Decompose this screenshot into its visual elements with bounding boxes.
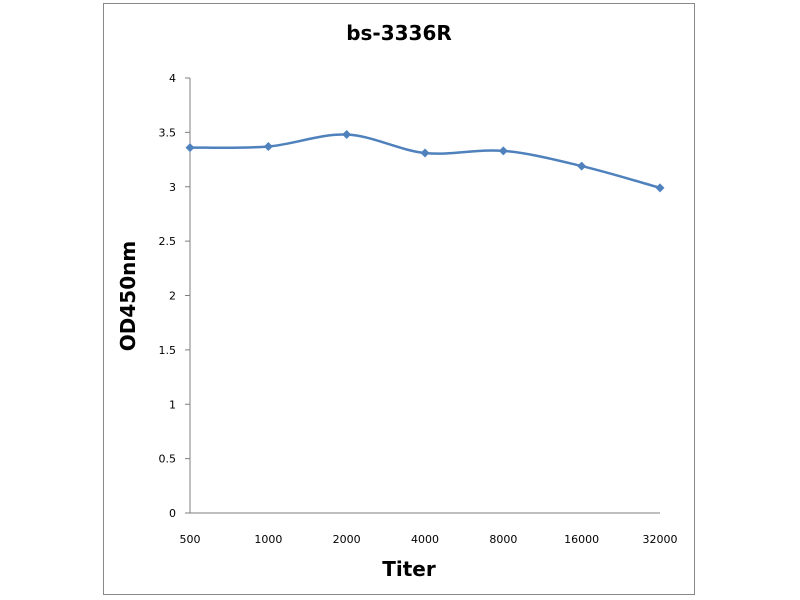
y-axis-label: OD450nm bbox=[116, 241, 140, 351]
chart-axes bbox=[189, 78, 660, 514]
y-tick-label: 1 bbox=[169, 398, 176, 411]
chart-frame bbox=[103, 3, 695, 595]
chart-title: bs-3336R bbox=[346, 21, 452, 45]
data-point-marker bbox=[342, 130, 352, 140]
y-tick-labels: 0 0.5 1 1.5 2 2.5 3 3.5 4 bbox=[159, 72, 190, 520]
y-tick-label: 3.5 bbox=[159, 126, 177, 139]
data-point-marker bbox=[420, 148, 430, 158]
y-tick-label: 0.5 bbox=[159, 453, 177, 466]
data-point-marker bbox=[263, 142, 273, 152]
x-tick-label: 1000 bbox=[254, 533, 282, 546]
x-axis-label: Titer bbox=[382, 557, 436, 581]
data-point-marker bbox=[185, 143, 195, 153]
y-tick-label: 0 bbox=[169, 507, 176, 520]
x-tick-label: 4000 bbox=[411, 533, 439, 546]
x-tick-label: 8000 bbox=[489, 533, 517, 546]
y-tick-label: 4 bbox=[169, 72, 176, 85]
x-tick-label: 32000 bbox=[643, 533, 678, 546]
x-tick-labels: 500 1000 2000 4000 8000 16000 32000 bbox=[180, 533, 678, 546]
y-tick-label: 1.5 bbox=[159, 344, 177, 357]
y-tick-label: 2.5 bbox=[159, 235, 177, 248]
x-tick-label: 500 bbox=[180, 533, 201, 546]
y-tick-label: 3 bbox=[169, 181, 176, 194]
series-line bbox=[189, 133, 661, 190]
y-tick-label: 2 bbox=[169, 290, 176, 303]
data-point-marker bbox=[577, 161, 587, 171]
data-point-marker bbox=[655, 183, 665, 193]
data-point-marker bbox=[498, 146, 508, 156]
x-tick-label: 2000 bbox=[333, 533, 361, 546]
x-tick-label: 16000 bbox=[564, 533, 599, 546]
data-series bbox=[185, 130, 665, 193]
